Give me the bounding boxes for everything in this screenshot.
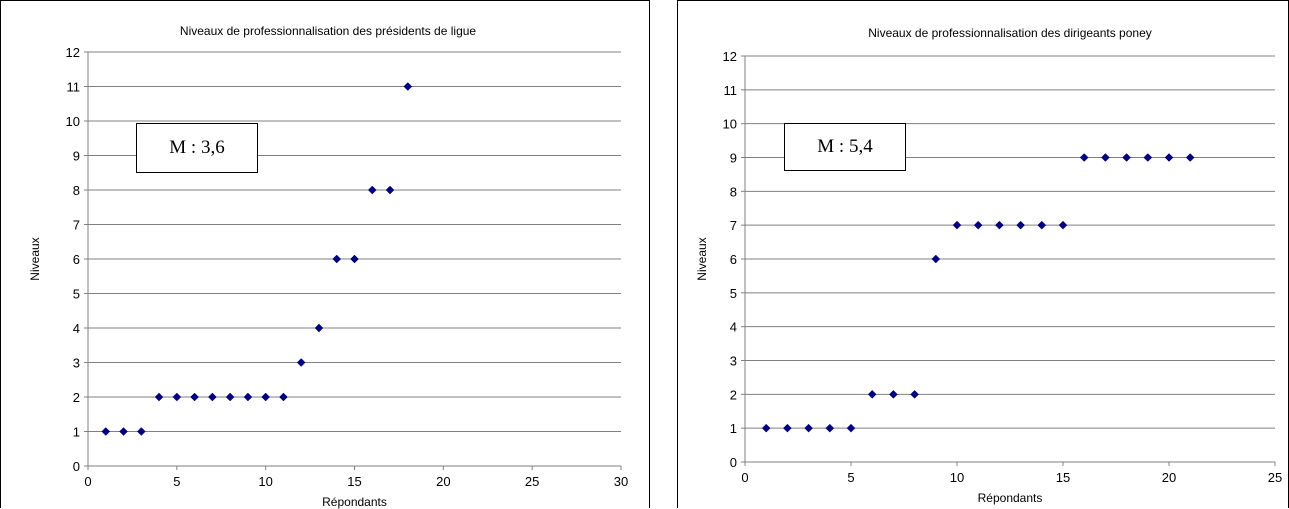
- data-point: [995, 220, 1004, 230]
- data-point: [101, 427, 111, 436]
- x-axis-label: Répondants: [322, 495, 387, 509]
- y-tick-label: 9: [73, 149, 80, 164]
- data-point: [332, 254, 342, 264]
- data-point: [804, 423, 813, 433]
- data-point: [350, 254, 359, 264]
- data-point: [1143, 153, 1153, 162]
- y-tick-label: 6: [730, 252, 737, 267]
- data-point: [973, 220, 983, 230]
- y-tick-label: 3: [73, 356, 80, 371]
- y-tick-label: 5: [73, 287, 80, 302]
- data-point: [208, 392, 217, 402]
- x-tick-label: 5: [173, 474, 180, 489]
- data-point: [867, 389, 877, 399]
- y-tick-label: 11: [724, 83, 738, 98]
- data-point: [154, 392, 164, 402]
- data-point: [1122, 153, 1131, 162]
- x-tick-label: 10: [258, 474, 272, 489]
- y-tick-label: 0: [73, 459, 80, 474]
- data-point: [761, 423, 771, 433]
- data-point: [1079, 153, 1089, 162]
- data-point: [279, 392, 288, 402]
- data-point: [172, 392, 182, 402]
- y-tick-label: 4: [73, 321, 80, 336]
- chart-right: Niveaux de professionnalisation des diri…: [695, 26, 1282, 505]
- data-point: [846, 423, 856, 433]
- x-axis-label: Répondants: [978, 491, 1043, 505]
- x-tick-label: 30: [614, 474, 628, 489]
- y-tick-label: 7: [73, 218, 80, 233]
- mean-annotation-right: M : 5,4: [784, 123, 906, 171]
- x-tick-label: 20: [1162, 470, 1176, 485]
- data-point: [952, 220, 962, 230]
- y-tick-label: 7: [730, 218, 737, 233]
- x-tick-label: 15: [1056, 470, 1070, 485]
- data-point: [243, 392, 253, 402]
- data-point: [314, 323, 324, 333]
- y-tick-label: 11: [67, 80, 81, 95]
- y-tick-label: 1: [730, 421, 737, 436]
- y-tick-label: 6: [73, 252, 80, 267]
- y-tick-label: 8: [73, 183, 80, 198]
- data-point: [261, 392, 271, 402]
- data-point: [367, 185, 377, 195]
- data-point: [1164, 153, 1174, 162]
- data-point: [783, 423, 792, 433]
- y-tick-label: 4: [730, 320, 737, 335]
- data-point: [385, 185, 395, 195]
- chart-left: Niveaux de professionnalisation des prés…: [28, 24, 628, 509]
- data-point: [119, 427, 128, 436]
- x-tick-label: 5: [847, 470, 854, 485]
- y-tick-label: 10: [723, 117, 737, 132]
- y-axis-label: Niveaux: [695, 237, 709, 280]
- x-tick-label: 25: [1268, 470, 1282, 485]
- y-tick-label: 3: [730, 354, 737, 369]
- y-tick-label: 8: [730, 184, 737, 199]
- y-tick-label: 5: [730, 286, 737, 301]
- data-point: [1185, 153, 1195, 162]
- x-tick-label: 0: [741, 470, 748, 485]
- y-tick-label: 2: [73, 390, 80, 405]
- x-tick-label: 0: [84, 474, 91, 489]
- chart-panel-left: Niveaux de professionnalisation des prés…: [0, 0, 650, 509]
- data-point: [190, 392, 199, 402]
- y-tick-label: 9: [730, 151, 737, 166]
- data-point: [136, 427, 146, 436]
- chart-panel-right: Niveaux de professionnalisation des diri…: [677, 0, 1289, 508]
- data-point: [225, 392, 235, 402]
- chart-title: Niveaux de professionnalisation des diri…: [868, 26, 1152, 40]
- data-point: [1016, 220, 1025, 230]
- data-point: [825, 423, 835, 433]
- y-tick-label: 2: [730, 387, 737, 402]
- y-tick-label: 12: [723, 49, 737, 64]
- data-point: [403, 82, 413, 91]
- x-tick-label: 10: [950, 470, 964, 485]
- y-tick-label: 0: [730, 455, 737, 470]
- data-point: [910, 389, 919, 399]
- data-point: [1101, 153, 1110, 162]
- chart-title: Niveaux de professionnalisation des prés…: [180, 24, 477, 38]
- x-tick-label: 20: [436, 474, 450, 489]
- data-point: [296, 358, 306, 367]
- y-tick-label: 10: [66, 114, 80, 129]
- x-tick-label: 15: [347, 474, 361, 489]
- data-point: [931, 254, 941, 264]
- y-tick-label: 1: [73, 425, 80, 440]
- data-point: [1037, 220, 1047, 230]
- y-axis-label: Niveaux: [28, 237, 42, 280]
- data-point: [889, 389, 898, 399]
- x-tick-label: 25: [525, 474, 539, 489]
- mean-annotation-left: M : 3,6: [136, 123, 258, 173]
- y-tick-label: 12: [66, 45, 80, 60]
- data-point: [1058, 220, 1068, 230]
